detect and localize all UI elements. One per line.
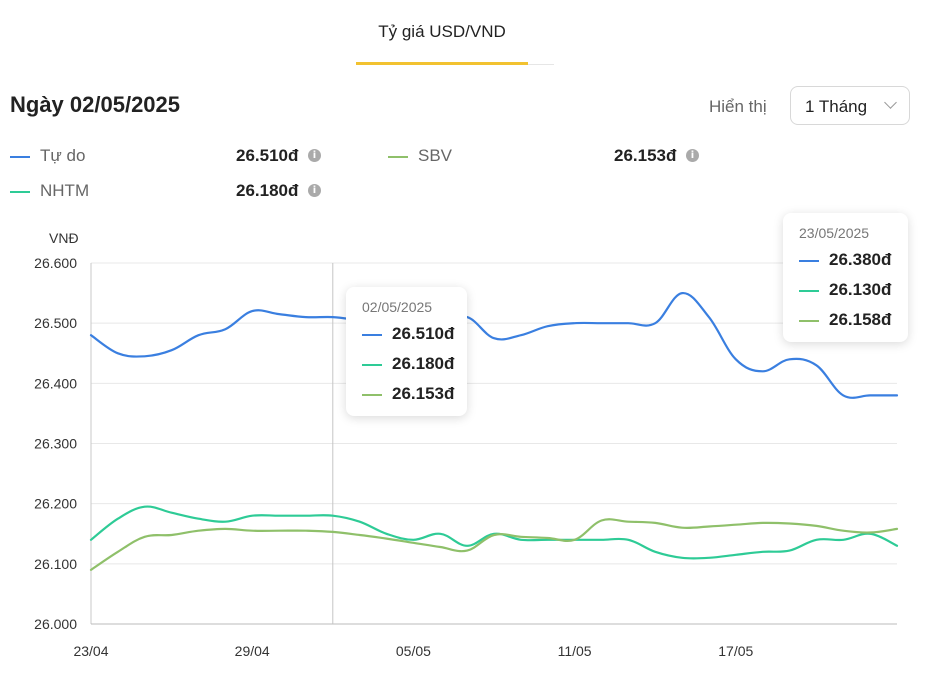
legend-name: Tự do bbox=[40, 146, 86, 165]
legend-swatch bbox=[388, 156, 408, 158]
tooltip-date: 23/05/2025 bbox=[799, 225, 870, 241]
line-chart[interactable]: 26.000 26.100 26.200 26.300 26.400 26.500 26.6… bbox=[0, 210, 932, 684]
range-select-value: 1 Tháng bbox=[805, 97, 868, 116]
tooltip-swatch bbox=[799, 260, 819, 262]
range-select[interactable]: 1 Tháng bbox=[790, 86, 910, 125]
y-tick-label: 26.000 bbox=[34, 616, 77, 632]
y-tick-label: 26.600 bbox=[34, 255, 77, 271]
series-line-nhtm bbox=[89, 505, 899, 560]
chart-tooltip-edge: 23/05/2025 26.380đ 26.130đ 26.158đ bbox=[783, 213, 908, 342]
chart-tooltip: 02/05/2025 26.510đ 26.180đ 26.153đ bbox=[346, 287, 467, 416]
chevron-down-icon bbox=[884, 96, 897, 109]
tooltip-value: 26.380đ bbox=[829, 250, 892, 269]
x-tick-label: 05/05 bbox=[396, 643, 431, 659]
y-axis-label: VNĐ bbox=[49, 230, 79, 246]
legend-value: 26.180đ bbox=[236, 181, 299, 200]
page-title: Ngày 02/05/2025 bbox=[10, 92, 181, 117]
series-line-tu-do bbox=[89, 291, 899, 399]
x-tick-label: 17/05 bbox=[718, 643, 753, 659]
info-icon[interactable]: i bbox=[686, 149, 699, 162]
tab-active-indicator bbox=[356, 62, 528, 65]
tab-bar: Tỷ giá USD/VND bbox=[0, 0, 932, 66]
y-tick-label: 26.100 bbox=[34, 556, 77, 572]
legend-name: SBV bbox=[418, 146, 453, 165]
tooltip-swatch bbox=[362, 334, 382, 336]
x-tick-label: 23/04 bbox=[73, 643, 108, 659]
legend-name: NHTM bbox=[40, 181, 90, 200]
series-line-sbv bbox=[89, 518, 899, 571]
info-icon[interactable]: i bbox=[308, 184, 321, 197]
range-label: Hiển thị bbox=[709, 97, 767, 116]
tooltip-value: 26.158đ bbox=[829, 310, 892, 329]
info-icon[interactable]: i bbox=[308, 149, 321, 162]
tooltip-value: 26.130đ bbox=[829, 280, 892, 299]
tooltip-value: 26.510đ bbox=[392, 324, 455, 343]
tab-divider bbox=[528, 64, 554, 65]
tooltip-date: 02/05/2025 bbox=[362, 299, 433, 315]
tooltip-value: 26.153đ bbox=[392, 384, 455, 403]
tooltip-value: 26.180đ bbox=[392, 354, 455, 373]
tab-usd-vnd[interactable]: Tỷ giá USD/VND bbox=[378, 22, 506, 41]
legend-value: 26.510đ bbox=[236, 146, 299, 165]
legend-value: 26.153đ bbox=[614, 146, 677, 165]
y-tick-label: 26.500 bbox=[34, 315, 77, 331]
x-tick-label: 29/04 bbox=[235, 643, 270, 659]
y-tick-label: 26.200 bbox=[34, 496, 77, 512]
legend-swatch bbox=[10, 156, 30, 158]
y-tick-label: 26.400 bbox=[34, 375, 77, 391]
tooltip-swatch bbox=[362, 364, 382, 366]
legend-swatch bbox=[10, 191, 30, 193]
tooltip-swatch bbox=[362, 394, 382, 396]
x-tick-label: 11/05 bbox=[558, 643, 592, 659]
tooltip-swatch bbox=[799, 320, 819, 322]
tooltip-swatch bbox=[799, 290, 819, 292]
y-tick-label: 26.300 bbox=[34, 436, 77, 452]
